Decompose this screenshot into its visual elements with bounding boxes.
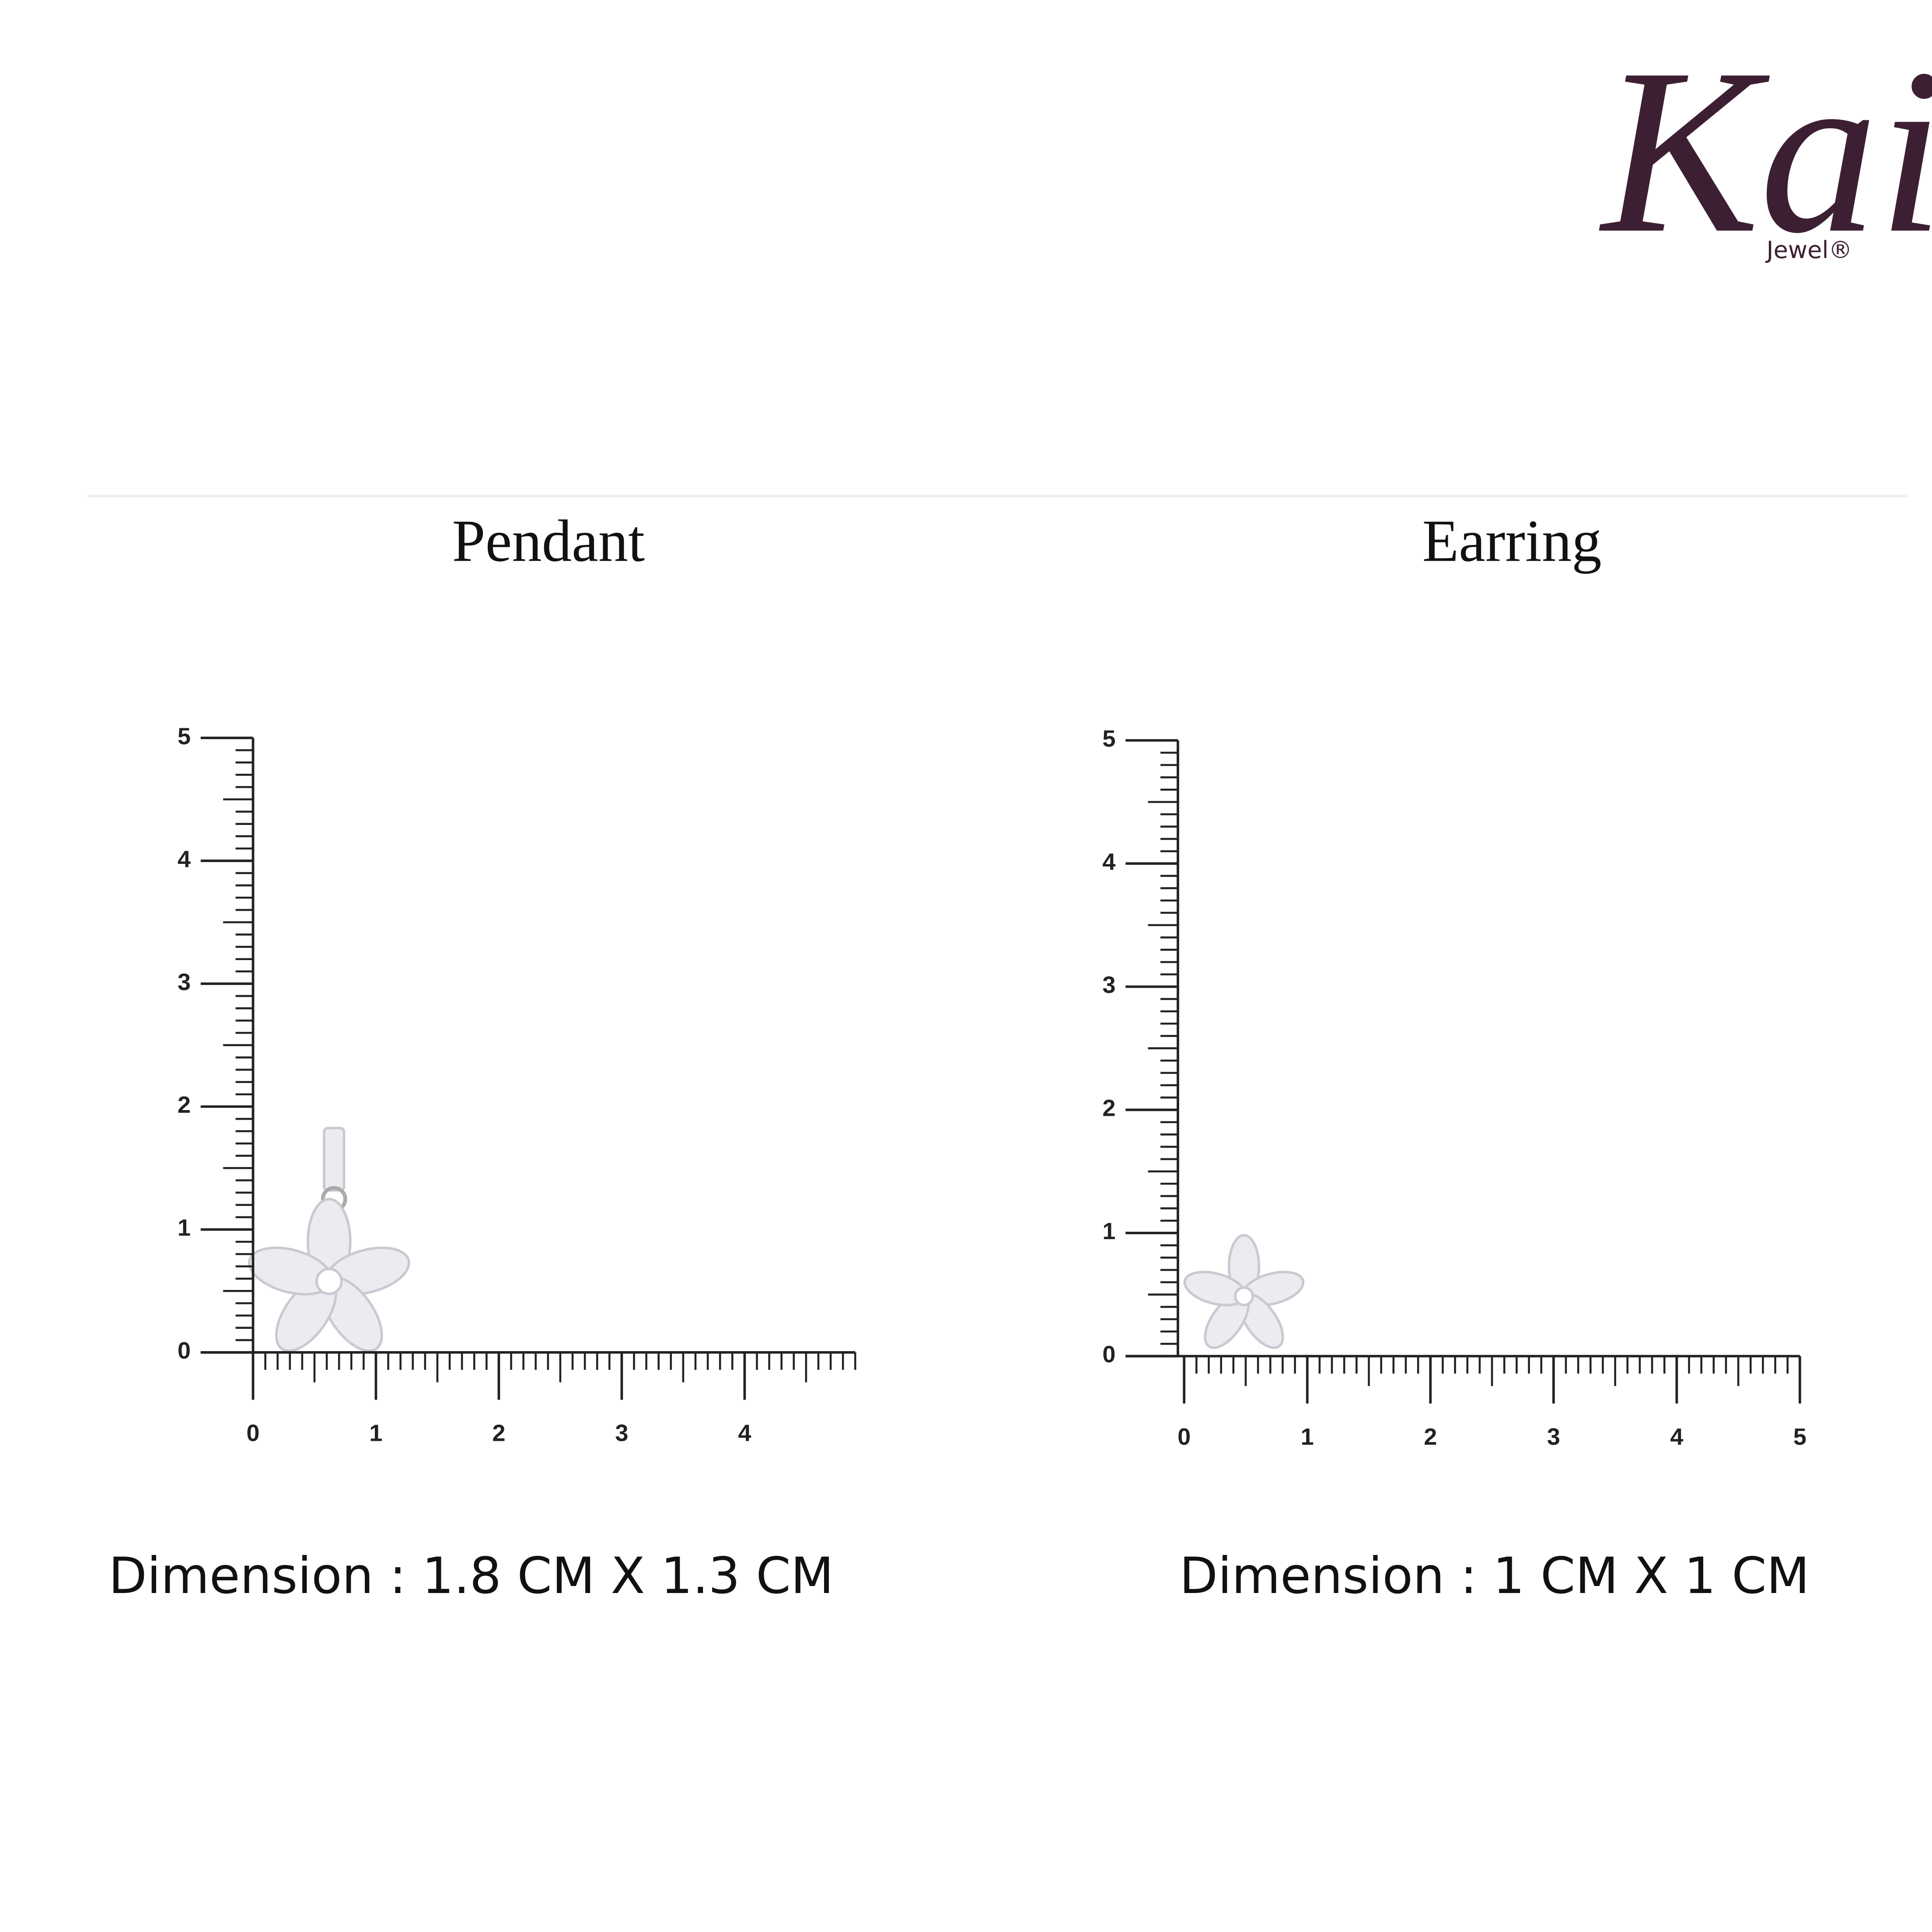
- logo-sub: Jewel®: [1765, 236, 1852, 264]
- dimension: Dimension : 1.8 CM X 1.3 CM: [108, 1547, 834, 1605]
- x-tick-label: 3: [1547, 1424, 1560, 1450]
- pendant-image: [248, 1127, 410, 1352]
- y-tick-label: 4: [1102, 849, 1115, 875]
- logo-brand: Kai: [1598, 20, 1932, 282]
- y-tick-label: 1: [178, 1215, 191, 1241]
- x-tick-label: 1: [369, 1420, 382, 1446]
- x-tick-label: 4: [1670, 1424, 1683, 1450]
- x-tick-label: 4: [738, 1420, 751, 1446]
- y-tick-label: 3: [1102, 972, 1115, 998]
- x-tick-label: 0: [246, 1420, 259, 1446]
- y-tick-label: 0: [178, 1338, 191, 1364]
- x-tick-label: 2: [492, 1420, 505, 1446]
- x-tick-label: 2: [1424, 1424, 1437, 1450]
- x-tick-label: 5: [1793, 1424, 1806, 1450]
- logo: Kai Jewel®: [1598, 20, 1932, 282]
- panel-title: Earring: [1422, 507, 1602, 574]
- x-tick-label: 3: [615, 1420, 628, 1446]
- y-tick-label: 1: [1102, 1218, 1115, 1244]
- x-tick-label: 1: [1301, 1424, 1314, 1450]
- y-tick-label: 5: [1102, 726, 1115, 752]
- y-tick-label: 4: [178, 846, 191, 872]
- y-tick-label: 3: [178, 969, 191, 995]
- earring-image: [1183, 1234, 1305, 1349]
- y-tick-label: 5: [178, 723, 191, 749]
- dimension: Dimension : 1 CM X 1 CM: [1180, 1547, 1810, 1605]
- x-tick-label: 0: [1177, 1424, 1191, 1450]
- y-tick-label: 2: [178, 1092, 191, 1118]
- y-tick-label: 2: [1102, 1095, 1115, 1121]
- panel-title: Pendant: [452, 507, 645, 574]
- y-tick-label: 0: [1102, 1342, 1115, 1368]
